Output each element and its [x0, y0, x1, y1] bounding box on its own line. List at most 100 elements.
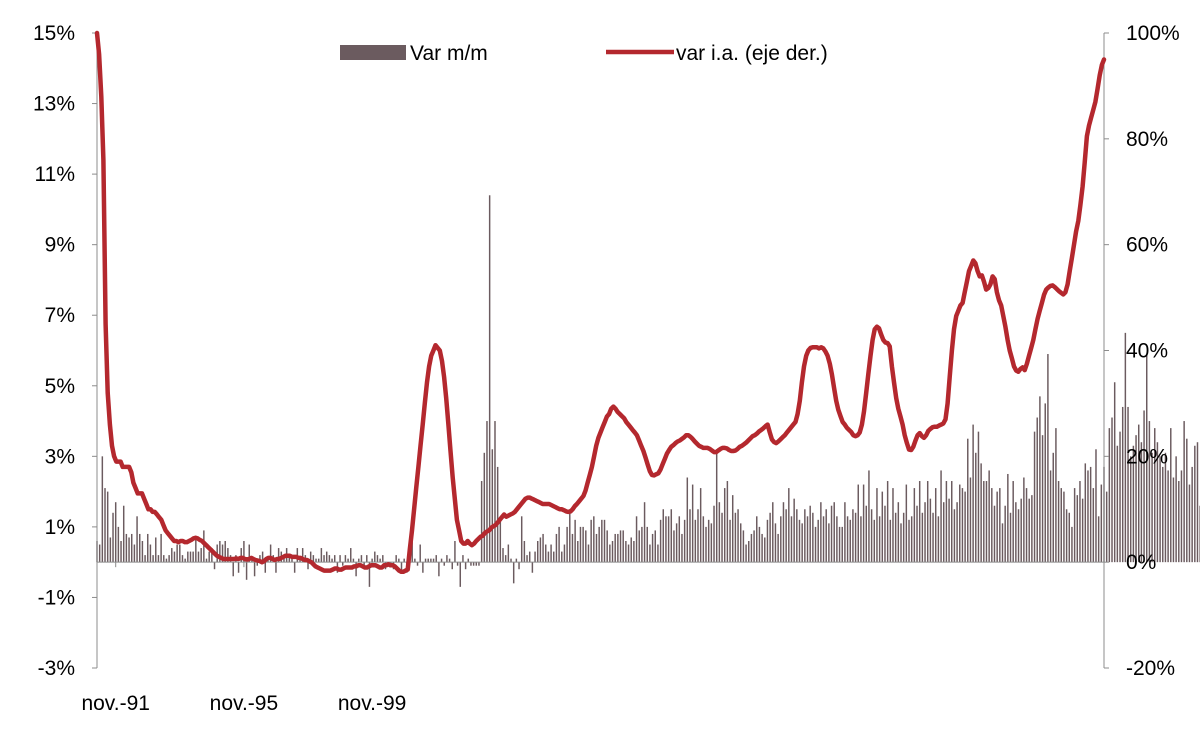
bar-var-mm — [395, 555, 397, 563]
bar-var-mm — [563, 544, 566, 563]
bar-var-mm — [785, 509, 787, 563]
left-axis-tick-label: -3% — [38, 657, 75, 680]
bar-var-mm — [897, 502, 900, 563]
bar-var-mm — [486, 421, 488, 563]
bar-var-mm — [459, 562, 462, 587]
bar-var-mm — [1012, 481, 1014, 563]
bar-var-mm — [117, 526, 120, 563]
bar-var-mm — [374, 551, 376, 563]
bar-var-mm — [558, 526, 560, 563]
right-axis-tick-label: 60% — [1126, 234, 1168, 257]
bar-var-mm — [299, 558, 301, 563]
bar-var-mm — [1020, 498, 1022, 563]
bar-var-mm — [1084, 463, 1087, 563]
bar-var-mm — [769, 512, 771, 563]
legend: Var m/m var i.a. (eje der.) — [340, 42, 828, 65]
bar-var-mm — [937, 516, 940, 563]
bar-var-mm — [983, 481, 985, 563]
bar-var-mm — [1009, 512, 1012, 563]
bar-var-mm — [1060, 488, 1062, 563]
bar-var-mm — [902, 512, 905, 563]
bar-var-mm — [317, 558, 320, 563]
bar-var-mm — [988, 470, 990, 563]
bar-var-mm — [403, 558, 405, 563]
bar-var-mm — [1028, 498, 1030, 563]
bar-var-mm — [211, 548, 213, 563]
bar-var-mm — [1049, 470, 1052, 563]
bar-var-mm — [139, 533, 141, 563]
legend-label-var-mm: Var m/m — [410, 42, 488, 65]
bar-var-mm — [948, 498, 950, 563]
bar-var-mm — [817, 519, 819, 563]
bar-var-mm — [1186, 438, 1188, 563]
bar-var-mm — [1129, 456, 1132, 563]
bar-var-mm — [339, 555, 341, 563]
bar-var-mm — [382, 555, 384, 563]
left-axis-tick-label: 9% — [45, 234, 75, 257]
bar-var-mm — [275, 562, 277, 573]
bar-var-mm — [456, 562, 459, 566]
bar-var-mm — [1124, 332, 1127, 563]
bar-var-mm — [707, 519, 710, 563]
bar-var-mm — [104, 488, 106, 563]
bar-var-mm — [531, 562, 534, 573]
bar-var-mm — [483, 452, 486, 563]
bar-var-mm — [112, 512, 114, 563]
bar-var-mm — [499, 519, 502, 563]
bar-var-mm — [155, 537, 157, 563]
bar-var-mm — [683, 519, 686, 563]
bar-var-mm — [892, 488, 894, 563]
bar-var-mm — [943, 502, 945, 563]
bar-var-mm — [908, 519, 910, 563]
bar-var-mm — [675, 523, 678, 563]
bar-var-mm — [261, 551, 264, 563]
bar-var-mm — [1135, 435, 1137, 563]
bar-var-mm — [617, 533, 619, 563]
bar-var-mm — [443, 562, 445, 566]
bar-var-mm — [496, 466, 499, 563]
bar-var-mm — [1073, 488, 1076, 563]
bar-var-mm — [996, 491, 998, 563]
bar-var-mm — [1121, 406, 1124, 563]
bar-var-mm — [307, 562, 309, 570]
bar-var-mm — [331, 558, 333, 563]
bar-var-mm — [659, 519, 662, 563]
bar-var-mm — [959, 484, 961, 563]
bar-var-mm — [192, 551, 194, 563]
bar-var-mm — [718, 502, 721, 563]
bar-var-mm — [269, 544, 272, 563]
bar-var-mm — [737, 509, 739, 563]
bar-var-mm — [1087, 470, 1089, 563]
bar-var-mm — [197, 551, 200, 563]
bar-var-mm — [846, 516, 849, 563]
bar-var-mm — [1105, 491, 1108, 563]
bar-var-mm — [219, 541, 221, 563]
bar-var-mm — [654, 530, 656, 563]
axes — [92, 32, 1109, 669]
bar-var-mm — [179, 544, 181, 563]
left-axis-tick-label: 5% — [45, 375, 75, 398]
bar-var-mm — [678, 516, 681, 563]
bar-var-mm — [427, 558, 429, 563]
bar-var-mm — [1154, 428, 1156, 563]
bar-var-mm — [606, 530, 608, 563]
bar-var-mm — [951, 481, 953, 563]
bar-var-mm — [643, 502, 646, 563]
bar-var-mm — [347, 558, 349, 563]
bar-var-mm — [1164, 452, 1167, 563]
bar-var-mm — [416, 562, 419, 566]
bar-var-mm — [547, 551, 550, 563]
bar-var-mm — [756, 516, 758, 563]
bar-var-mm — [1052, 452, 1054, 563]
bar-var-mm — [657, 544, 659, 563]
bar-var-mm — [833, 502, 835, 563]
bar-var-mm — [745, 544, 747, 563]
bar-var-mm — [865, 505, 868, 563]
bar-var-mm — [825, 509, 827, 563]
bar-var-mm — [106, 491, 109, 563]
bar-var-mm — [109, 537, 112, 563]
bar-var-mm — [945, 481, 948, 563]
bar-var-mm — [1004, 505, 1006, 563]
bar-var-mm — [291, 558, 293, 563]
bar-var-mm — [758, 526, 761, 563]
